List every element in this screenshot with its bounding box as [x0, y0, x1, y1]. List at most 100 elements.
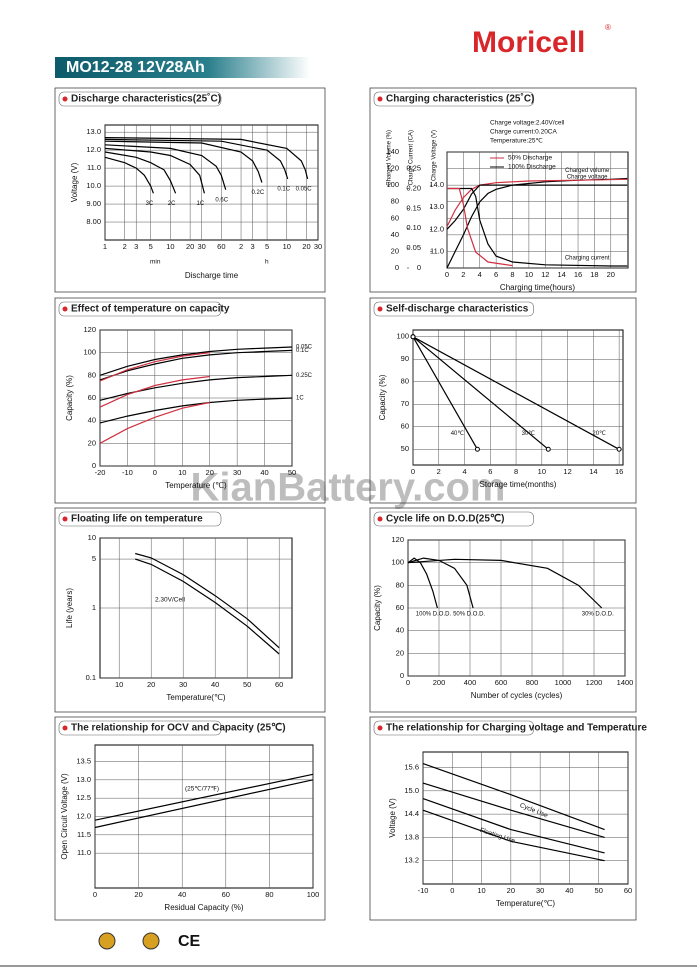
y-tick-label: 15.0: [404, 786, 419, 795]
panel-title: Effect of temperature on capacity: [71, 304, 230, 315]
x-tick-label: 2: [461, 270, 465, 279]
x-tick-label: 30: [179, 680, 187, 689]
y-tick-label: 12.0: [76, 811, 91, 820]
panel-title-box: [373, 91, 534, 107]
x-tick-label: 50: [288, 468, 296, 477]
x-tick-label: -20: [95, 468, 106, 477]
y-tick-label: 0: [417, 263, 421, 272]
axis-title: Open Circuit Voltage (V): [60, 773, 69, 860]
y-tick-label: 14.4: [404, 809, 419, 818]
panel-frame: [369, 87, 637, 293]
axis-title: Charging time(hours): [500, 283, 575, 292]
note: Temperature:25℃: [490, 138, 544, 145]
y-tick-label: 0.10: [406, 223, 421, 232]
x-tick-label: 1: [103, 242, 107, 251]
cert-icon: [98, 932, 116, 950]
x-tick-label: 0: [153, 468, 157, 477]
watermark: KianBattery.com: [191, 466, 506, 510]
x-tick-label: 3: [250, 242, 254, 251]
curve: [104, 144, 227, 190]
axis-title: Residual Capacity (%): [164, 903, 243, 912]
x-tick-label: 60: [624, 886, 632, 895]
x-tick-label: 20: [607, 270, 615, 279]
x-tick-label: 10: [477, 886, 485, 895]
y-tick-label: 13.0: [76, 775, 91, 784]
note: h: [265, 259, 269, 266]
x-tick-label: 2: [123, 242, 127, 251]
y-tick-label: 13.5: [76, 756, 91, 765]
axis-title: Temperature(℃): [166, 693, 226, 702]
bullet: [62, 725, 68, 731]
panel-title: The relationship for OCV and Capacity (2…: [71, 723, 286, 734]
y-tick-label: 70: [401, 399, 409, 408]
curve: [447, 187, 628, 267]
bullet: [62, 516, 68, 522]
curve: [104, 151, 177, 194]
curve: [447, 187, 513, 267]
curve-label: 30℃: [522, 431, 536, 437]
curve-label: Charged volume: [565, 168, 610, 174]
note: 100% Discharge: [508, 164, 556, 171]
x-tick-label: 40: [178, 890, 186, 899]
x-tick-label: 30: [536, 886, 544, 895]
curve-label: 1C: [296, 396, 304, 402]
curve: [422, 809, 605, 862]
x-tick-label: 20: [507, 886, 515, 895]
curve: [99, 397, 293, 424]
axis-title: Voltage (V): [70, 162, 79, 202]
point: [410, 334, 416, 340]
x-tick-label: 40: [260, 468, 268, 477]
panel-title: The relationship for Charging voltage an…: [386, 723, 647, 734]
curve: [422, 798, 605, 854]
panel-title-box: [58, 301, 222, 317]
y-tick-label: 0.05: [406, 243, 421, 252]
y-tick-label: 0.15: [406, 203, 421, 212]
panel-title: Cycle life on D.O.D(25℃): [386, 514, 504, 525]
curve: [99, 349, 293, 381]
curve: [104, 138, 289, 180]
x-tick-label: 8: [514, 467, 518, 476]
curve: [104, 156, 154, 194]
note: Charge current:0.20CA: [490, 129, 558, 136]
x-tick-label: 600: [495, 678, 508, 687]
curve: [94, 773, 314, 821]
bullet: [377, 96, 383, 102]
curve: [407, 558, 603, 609]
bullet: [62, 306, 68, 312]
y-tick-label: 120: [83, 325, 96, 334]
x-tick-label: 5: [149, 242, 153, 251]
y-tick-label: 20: [88, 438, 96, 447]
panel-title: Charging characteristics (25˚C): [386, 93, 534, 105]
curve: [407, 557, 474, 609]
curve-label: 0.1C: [277, 186, 290, 192]
x-tick-label: 4: [462, 467, 466, 476]
x-tick-label: 0: [93, 890, 97, 899]
panel-frame: [54, 87, 326, 293]
point: [616, 446, 622, 452]
curve: [99, 346, 293, 376]
curve: [422, 782, 605, 838]
y-tick-label: 100: [83, 348, 96, 357]
x-tick-label: 8: [510, 270, 514, 279]
curve: [99, 375, 210, 408]
y-tick-label: 12.0: [429, 224, 444, 233]
x-tick-label: 30: [314, 242, 322, 251]
curve-label: 0.05C: [296, 345, 313, 351]
y-tick-label: 80: [391, 197, 399, 206]
x-tick-label: 10: [178, 468, 186, 477]
axis-title: Capacity (%): [65, 375, 74, 421]
curve: [104, 137, 309, 180]
curve-label: 0.05C: [296, 186, 313, 192]
curve-label: 3C: [146, 201, 154, 207]
y-tick-label: 40: [88, 416, 96, 425]
curve-label: Charging current: [565, 256, 610, 262]
y-tick-label: 60: [401, 422, 409, 431]
point: [474, 446, 480, 452]
x-tick-label: 12: [541, 270, 549, 279]
axis-title: Storage time(months): [480, 480, 557, 489]
curve: [446, 184, 628, 230]
x-tick-label: 1200: [586, 678, 603, 687]
x-tick-label: 0: [406, 678, 410, 687]
